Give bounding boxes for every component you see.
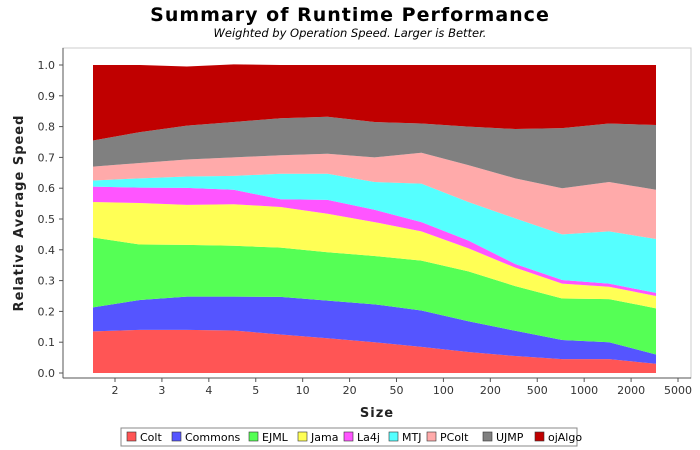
x-axis-ticks: 2 3 4 5 10 20 50 100 200 500 1000 2000 5000	[112, 378, 692, 397]
x-tick-label: 10	[296, 384, 310, 397]
y-tick-label: 0.9	[38, 90, 56, 103]
x-tick-label: 20	[343, 384, 357, 397]
legend-swatch-la4j	[343, 431, 354, 442]
legend-label-pcolt: PColt	[440, 431, 469, 444]
legend-label-mtj: MTJ	[402, 431, 421, 444]
legend-swatch-commons	[171, 431, 182, 442]
x-tick-label: 2	[112, 384, 119, 397]
y-tick-label: 0.0	[38, 367, 56, 380]
area-series-pcolt	[93, 152, 656, 240]
y-tick-label: 0.1	[38, 336, 56, 349]
area-series-ojalgo	[93, 64, 656, 141]
area-series-ejml	[93, 237, 656, 355]
legend-label-ejml: EJML	[262, 431, 289, 444]
y-axis-title: Relative Average Speed	[12, 115, 27, 312]
area-series-colt	[93, 329, 656, 373]
x-tick-label: 2000	[617, 384, 645, 397]
legend-label-ojalgo: ojAlgo	[548, 431, 582, 444]
legend-label-ujmp: UJMP	[496, 431, 524, 444]
area-series-ujmp	[93, 116, 656, 190]
y-tick-label: 1.0	[38, 59, 56, 72]
x-tick-label: 100	[433, 384, 454, 397]
legend-label-jama: Jama	[310, 431, 338, 444]
y-axis-ticks: 0.0 0.1 0.2 0.3 0.4 0.5 0.6 0.7 0.8 0.9 1.0	[38, 59, 63, 380]
y-tick-label: 0.5	[38, 213, 56, 226]
legend-label-commons: Commons	[185, 431, 241, 444]
x-tick-label: 4	[205, 384, 212, 397]
x-tick-label: 50	[390, 384, 404, 397]
series-areas	[93, 64, 656, 373]
area-series-mtj	[93, 173, 656, 293]
y-tick-label: 0.8	[38, 121, 56, 134]
x-tick-label: 200	[480, 384, 501, 397]
area-series-commons	[93, 296, 656, 364]
x-tick-label: 500	[527, 384, 548, 397]
legend-swatch-colt	[126, 431, 137, 442]
legend-swatch-ujmp	[482, 431, 493, 442]
x-axis-title: Size	[360, 406, 394, 421]
y-tick-label: 0.6	[38, 182, 56, 195]
legend-swatch-jama	[297, 431, 308, 442]
y-tick-label: 0.2	[38, 305, 56, 318]
area-series-jama	[93, 202, 656, 309]
y-tick-label: 0.3	[38, 275, 56, 288]
chart-title: Summary of Runtime Performance	[150, 4, 550, 26]
y-tick-label: 0.7	[38, 151, 56, 164]
legend-label-colt: Colt	[140, 431, 162, 444]
area-series-la4j	[93, 186, 656, 296]
chart-subtitle: Weighted by Operation Speed. Larger is B…	[214, 26, 487, 40]
legend-label-la4j: La4j	[357, 431, 380, 444]
x-tick-label: 5000	[664, 384, 692, 397]
legend-swatch-mtj	[388, 431, 399, 442]
x-tick-label: 1000	[570, 384, 598, 397]
legend-swatch-ojalgo	[534, 431, 545, 442]
x-tick-label: 5	[252, 384, 259, 397]
x-tick-label: 3	[158, 384, 165, 397]
legend-swatch-pcolt	[426, 431, 437, 442]
y-tick-label: 0.4	[38, 244, 56, 257]
legend: Colt Commons EJML Jama La4j MTJ PColt UJMP ojAlg…	[126, 431, 582, 444]
legend-swatch-ejml	[248, 431, 259, 442]
